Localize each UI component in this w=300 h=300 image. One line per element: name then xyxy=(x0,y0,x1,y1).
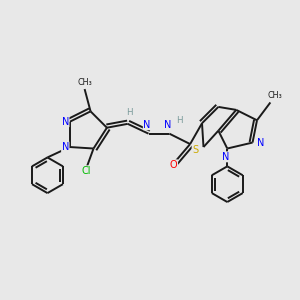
Text: Cl: Cl xyxy=(81,166,91,176)
Text: S: S xyxy=(192,145,198,155)
Text: N: N xyxy=(222,152,230,162)
Text: H: H xyxy=(176,116,183,125)
Text: H: H xyxy=(126,108,133,117)
Text: CH₃: CH₃ xyxy=(268,92,282,100)
Text: N: N xyxy=(164,120,172,130)
Text: N: N xyxy=(143,120,151,130)
Text: CH₃: CH₃ xyxy=(77,78,92,87)
Text: N: N xyxy=(257,138,265,148)
Text: O: O xyxy=(170,160,178,170)
Text: N: N xyxy=(61,117,69,127)
Text: N: N xyxy=(61,142,69,152)
